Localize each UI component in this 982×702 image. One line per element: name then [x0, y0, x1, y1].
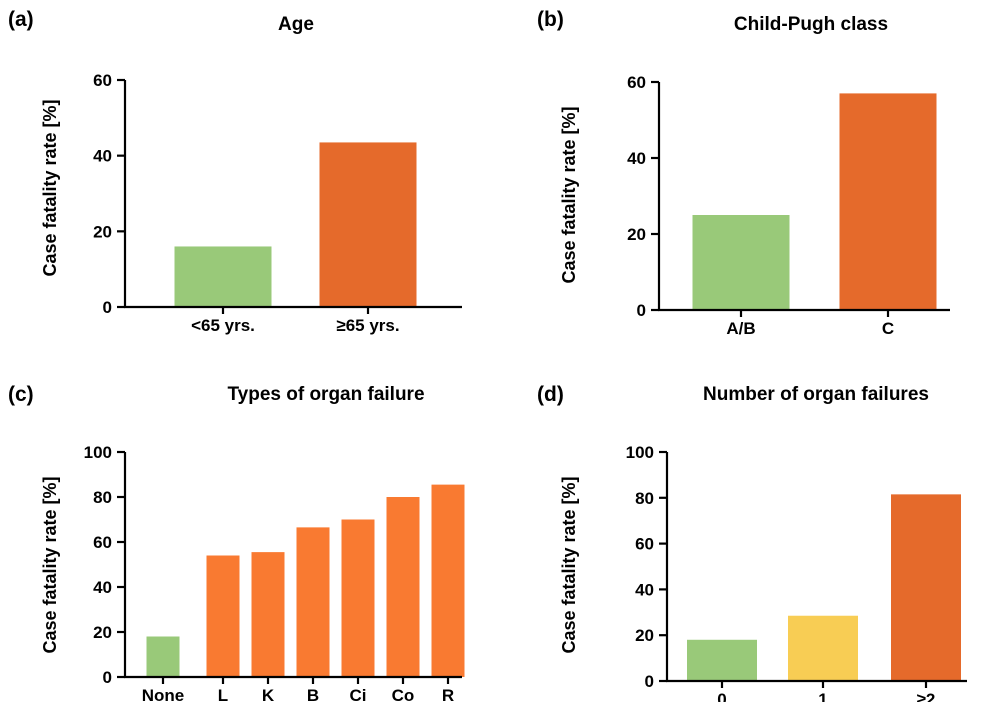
- y-tick-label: 100: [626, 443, 654, 462]
- y-axis-title: Case fatality rate [%]: [40, 476, 60, 653]
- x-tick-label: R: [442, 686, 454, 702]
- chart-panel-b: (b) Child-Pugh class 0 20 40 60 A/B C Case fat…: [491, 0, 982, 351]
- y-tick-label: 60: [93, 71, 112, 90]
- x-tick-label: Ci: [350, 686, 367, 702]
- bar: [251, 552, 285, 677]
- x-tick-label: Co: [392, 686, 415, 702]
- chart-title: Child-Pugh class: [733, 14, 889, 35]
- bar: [174, 246, 272, 307]
- bar: [891, 494, 961, 681]
- y-tick-label: 0: [645, 672, 654, 691]
- panel-letter: (a): [8, 8, 34, 31]
- x-tick-label: 1: [818, 690, 827, 702]
- x-tick-label: None: [142, 686, 185, 702]
- y-tick-label: 60: [627, 73, 646, 92]
- bar: [146, 636, 180, 677]
- y-tick-label: 40: [93, 578, 112, 597]
- chart-panel-a: (a) Age 0 20 40 60 <65 yrs. ≥65 yrs. Case fata…: [0, 0, 491, 351]
- x-tick-label: C: [882, 319, 894, 338]
- y-tick-label: 0: [103, 668, 112, 687]
- bar: [341, 519, 375, 677]
- y-tick-label: 60: [635, 535, 654, 554]
- bar: [692, 215, 790, 310]
- x-tick-label: <65 yrs.: [191, 316, 255, 335]
- y-tick-label: 80: [635, 489, 654, 508]
- bar: [206, 555, 240, 677]
- x-tick-label: B: [307, 686, 319, 702]
- y-tick-label: 20: [93, 222, 112, 241]
- x-tick-label: K: [262, 686, 275, 702]
- bar-chart: 0 20 40 60 80 100 None L K B Ci Co R Case fatality ra…: [40, 443, 465, 702]
- y-axis-title: Case fatality rate [%]: [40, 99, 60, 276]
- y-tick-label: 20: [627, 225, 646, 244]
- panel-letter: (c): [8, 383, 34, 406]
- bar: [386, 497, 420, 677]
- y-tick-label: 40: [627, 149, 646, 168]
- x-tick-label: ≥2: [917, 690, 936, 702]
- chart-title: Number of organ failures: [703, 384, 929, 405]
- y-tick-label: 40: [635, 580, 654, 599]
- bar: [296, 527, 330, 677]
- bar: [687, 639, 757, 681]
- x-tick-label: 0: [717, 690, 726, 702]
- panel-letter: (d): [537, 383, 564, 406]
- y-tick-label: 40: [93, 147, 112, 166]
- y-tick-label: 20: [635, 626, 654, 645]
- bar-chart: 0 20 40 60 <65 yrs. ≥65 yrs. Case fatality rat…: [40, 71, 462, 335]
- bar: [839, 93, 937, 311]
- x-tick-label: L: [218, 686, 228, 702]
- y-tick-label: 80: [93, 488, 112, 507]
- y-axis-title: Case fatality rate [%]: [559, 106, 579, 283]
- x-tick-label: ≥65 yrs.: [336, 316, 399, 335]
- bar: [319, 142, 417, 307]
- y-tick-label: 60: [93, 533, 112, 552]
- chart-title: Types of organ failure: [227, 384, 425, 405]
- y-tick-label: 100: [84, 443, 112, 462]
- x-tick-label: A/B: [726, 319, 755, 338]
- chart-panel-c: (c) Types of organ failure 0 20 40 60 80 100 N…: [0, 351, 491, 702]
- y-tick-label: 0: [103, 298, 112, 317]
- bar: [431, 484, 465, 677]
- chart-title: Age: [278, 14, 314, 35]
- bar-chart: 0 20 40 60 80 100 0 1 ≥2 Case fatality rate [%]: [559, 443, 967, 702]
- y-tick-label: 0: [637, 301, 646, 320]
- bar: [788, 615, 858, 681]
- panel-letter: (b): [537, 8, 564, 31]
- y-axis-title: Case fatality rate [%]: [559, 476, 579, 653]
- y-tick-label: 20: [93, 623, 112, 642]
- chart-panel-d: (d) Number of organ failures 0 20 40 60 80 10…: [491, 351, 982, 702]
- bar-chart: 0 20 40 60 A/B C Case fatality rate [%]: [559, 73, 950, 338]
